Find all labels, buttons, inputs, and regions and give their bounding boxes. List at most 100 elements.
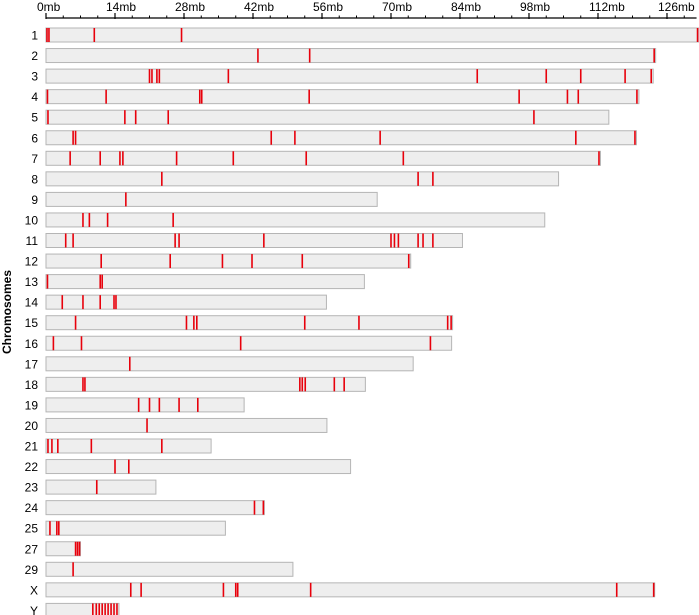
chromosome-row: 16 (25, 335, 453, 351)
chromosome-bar (45, 109, 610, 125)
chromosome-row: 29 (25, 561, 294, 577)
chromosome-label: 3 (31, 70, 38, 84)
chromosome-bar (45, 397, 245, 413)
chromosome-bar (45, 150, 601, 166)
chromosome-bar (45, 48, 657, 64)
chromosome-bar (45, 233, 463, 248)
chromosome-label: 24 (25, 501, 39, 515)
chromosome-bar (45, 335, 453, 351)
chromosome-label: 12 (25, 255, 39, 269)
x-tick-label: 42mb (244, 0, 274, 14)
chromosome-row: 24 (25, 500, 265, 516)
chromosome-bar (45, 68, 654, 84)
chromosome-label: 10 (25, 213, 39, 227)
chromosome-label: 1 (31, 29, 38, 43)
chromosome-row: 14 (25, 294, 327, 310)
chromosome-rows: 1234567891011121314151617181920212223242… (25, 27, 699, 615)
chromosome-bar (45, 459, 352, 475)
chromosome-label: 20 (25, 419, 39, 433)
chromosome-bar (45, 582, 656, 598)
x-tick-label: 28mb (175, 0, 205, 14)
chromosome-bar (45, 27, 699, 43)
x-tick-label: 56mb (313, 0, 343, 14)
chromosome-label: 29 (25, 563, 39, 577)
chromosome-row: 27 (25, 541, 81, 557)
x-tick-label: 126mb (658, 0, 695, 14)
chromosome-row: 5 (31, 109, 610, 125)
chromosome-label: X (30, 583, 38, 597)
chromosome-label: Y (30, 604, 38, 615)
chromosome-bar (45, 294, 327, 310)
chromosome-bar (45, 561, 294, 577)
chromosome-row: 12 (25, 253, 412, 269)
chromosome-row: 2 (31, 48, 657, 64)
chromosome-label: 8 (31, 172, 38, 186)
chromosome-row: 3 (31, 68, 654, 84)
chromosome-label: 13 (25, 275, 39, 289)
chromosome-label: 5 (31, 111, 38, 125)
chromosome-bar (45, 500, 265, 516)
chromosome-bar (45, 130, 637, 146)
chromosome-row: 18 (25, 376, 366, 392)
chromosome-row: 13 (25, 274, 365, 290)
chromosome-bar (45, 438, 212, 454)
chromosome-row: 4 (31, 89, 640, 105)
chromosome-bar (45, 602, 120, 615)
chromosome-label: 2 (31, 49, 38, 63)
chromosome-row: 20 (25, 417, 328, 433)
chromosome-label: 21 (25, 440, 39, 454)
chromosome-bar (45, 171, 560, 187)
chromosome-bar (45, 274, 365, 290)
chromosome-bar (45, 315, 454, 331)
chromosome-label: 25 (25, 522, 39, 536)
chromosome-row: 11 (26, 233, 463, 248)
chromosome-bar (45, 479, 157, 495)
chromosome-bar (45, 356, 414, 372)
chromosome-label: 6 (31, 131, 38, 145)
chromosome-label: 9 (31, 193, 38, 207)
x-tick-label: 0mb (37, 0, 61, 14)
chromosome-row: 1 (31, 27, 699, 43)
chromosome-row: 10 (25, 212, 546, 228)
chromosome-row: X (30, 582, 656, 598)
x-axis: 0mb 14mb 28mb 42mb 56mb 70mb 84mb 98mb 112mb 126m… (37, 0, 697, 19)
chromosome-bar (45, 417, 328, 433)
x-tick-label: 98mb (520, 0, 550, 14)
chromosome-bar (45, 520, 226, 536)
chromosome-row: 23 (25, 479, 157, 495)
chromosome-row: Y (30, 602, 120, 615)
chromosome-bar (45, 212, 546, 228)
chromosome-row: 22 (25, 459, 352, 475)
chromosome-label: 27 (25, 542, 39, 556)
chromosome-label: 19 (25, 398, 39, 412)
chromosome-label: 7 (31, 152, 38, 166)
chromosome-label: 15 (25, 316, 39, 330)
chromosome-row: 8 (31, 171, 560, 187)
chromosome-row: 15 (25, 315, 454, 331)
chromosome-bar (45, 89, 640, 105)
chromosome-row: 9 (31, 191, 378, 207)
chromosome-row: 21 (25, 438, 212, 454)
chromosome-row: 19 (25, 397, 245, 413)
chromosome-row: 25 (25, 520, 226, 536)
x-tick-label: 84mb (451, 0, 481, 14)
chromosome-label: 23 (25, 481, 39, 495)
x-tick-label: 70mb (382, 0, 412, 14)
chromosome-bar (45, 376, 366, 392)
chromosome-bar (45, 541, 81, 557)
chromosome-label: 16 (25, 337, 39, 351)
chromosome-label: 11 (26, 234, 39, 248)
chromosome-label: 17 (25, 357, 39, 371)
chromosome-label: 22 (25, 460, 39, 474)
chromosome-label: 14 (25, 296, 39, 310)
chromosome-bar (45, 253, 412, 269)
chromosome-row: 6 (31, 130, 637, 146)
chromosome-label: 4 (31, 90, 38, 104)
chromosome-row: 7 (31, 150, 601, 166)
chromosome-row: 17 (25, 356, 414, 372)
chromosome-label: 18 (25, 378, 39, 392)
x-tick-label: 14mb (106, 0, 136, 14)
x-tick-label: 112mb (589, 0, 625, 14)
y-axis-label: Chromosomes (0, 270, 14, 354)
